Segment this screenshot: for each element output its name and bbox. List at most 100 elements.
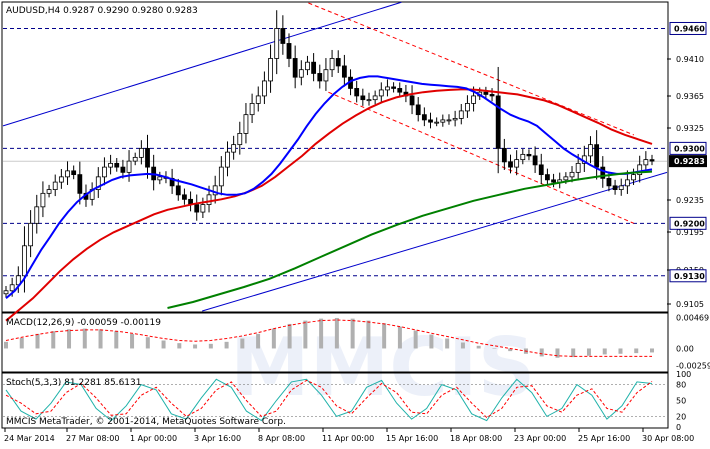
candle-body: [514, 159, 520, 168]
channel-line: [308, 2, 634, 136]
macd-bar: [224, 341, 229, 349]
candle-body: [34, 206, 40, 224]
macd-bar: [350, 318, 355, 349]
candle-body: [575, 162, 581, 173]
macd-bar: [130, 333, 135, 349]
candle-body: [114, 162, 120, 168]
x-tick-label: 11 Apr 00:00: [322, 434, 374, 443]
candle-body: [28, 222, 34, 247]
candle-body: [545, 174, 550, 181]
macd-pane[interactable]: [4, 317, 654, 358]
current-price-box: [669, 155, 707, 168]
x-tick-label: 1 Apr 00:00: [130, 434, 177, 443]
candle-body: [594, 144, 600, 168]
candle-body: [231, 144, 237, 153]
candle-body: [483, 91, 489, 95]
x-tick-label: 25 Apr 16:00: [578, 434, 630, 443]
macd-bar: [145, 337, 150, 349]
macd-bar: [476, 345, 481, 349]
candle-body: [292, 58, 298, 78]
candle-body: [372, 95, 378, 101]
candle-body: [409, 95, 415, 106]
candle-body: [446, 119, 452, 122]
macd-bar: [602, 348, 607, 355]
candle-body: [145, 147, 150, 168]
candle-body: [452, 118, 458, 121]
y-tick-label: 0.9105: [676, 300, 704, 309]
candle-body: [471, 95, 476, 104]
main-pane[interactable]: [2, 1, 668, 322]
candle-body: [440, 119, 446, 123]
stoch-y-tick: 80: [676, 381, 686, 390]
macd-bar: [35, 333, 40, 349]
candle-body: [71, 170, 77, 176]
candle-body: [618, 185, 624, 190]
level-label: 0.9460: [674, 24, 705, 33]
candle-body: [132, 156, 138, 162]
symbol-title: AUDUSD,H4 0.9287 0.9290 0.9280 0.9283: [6, 6, 198, 16]
candle-body: [501, 147, 507, 163]
candle-body: [551, 179, 556, 183]
candle-body: [458, 110, 464, 119]
candle-body: [65, 170, 70, 178]
macd-pane-frame: [1, 312, 669, 373]
macd-y-tick: 0.00: [676, 344, 694, 353]
macd-bar: [67, 329, 72, 349]
candle-body: [175, 185, 181, 196]
candle-body: [335, 58, 341, 67]
trend-line: [2, 1, 402, 127]
candle-body: [120, 166, 126, 173]
macd-bar: [413, 330, 418, 349]
macd-bar: [19, 337, 24, 349]
current-price-label: 0.9283: [674, 157, 705, 166]
candle-body: [52, 181, 58, 190]
level-box: [669, 141, 707, 155]
candle-body: [612, 185, 618, 190]
macd-bar: [429, 334, 434, 349]
macd-bar: [193, 344, 198, 349]
candle-body: [194, 204, 200, 213]
macd-bar: [366, 320, 371, 349]
candle-body: [138, 147, 144, 158]
candle-body: [274, 28, 280, 59]
candle-body: [286, 43, 292, 59]
macd-bar: [114, 331, 119, 349]
y-tick-label: 0.9325: [676, 124, 704, 133]
level-box: [669, 21, 707, 35]
candle-body: [360, 95, 366, 101]
candle-body: [3, 290, 9, 295]
candle-body: [200, 204, 206, 213]
candle-body: [243, 114, 249, 134]
candle-body: [378, 89, 384, 97]
x-tick-label: 27 Mar 08:00: [66, 434, 119, 443]
x-tick-label: 23 Apr 00:00: [514, 434, 566, 443]
level-label: 0.9200: [674, 219, 705, 228]
candle-body: [341, 65, 347, 78]
stoch-pane[interactable]: [3, 378, 667, 422]
candle-body: [606, 177, 612, 187]
macd-bar: [445, 338, 450, 349]
macd-bar: [256, 333, 261, 349]
candle-body: [102, 166, 107, 178]
y-tick-label: 0.9235: [676, 196, 704, 205]
ma-mid-line: [5, 88, 653, 322]
stoch-y-tick: 20: [676, 412, 686, 421]
candle-body: [108, 162, 113, 168]
main-pane-frame: [1, 1, 669, 313]
candle-body: [182, 194, 187, 200]
macd-bar: [51, 331, 56, 349]
candle-body: [249, 103, 255, 116]
macd-bar: [539, 348, 544, 357]
stoch-y-tick: 100: [676, 370, 691, 379]
macd-bar: [334, 317, 339, 349]
candle-body: [218, 166, 224, 187]
stoch-signal-line: [5, 379, 653, 419]
ma-slow-line: [167, 170, 653, 309]
candle-body: [225, 151, 230, 168]
macd-bar: [82, 328, 87, 349]
candle-body: [434, 121, 440, 124]
candle-body: [415, 104, 421, 116]
macd-bar: [650, 348, 654, 353]
x-tick-label: 30 Apr 08:00: [642, 434, 694, 443]
